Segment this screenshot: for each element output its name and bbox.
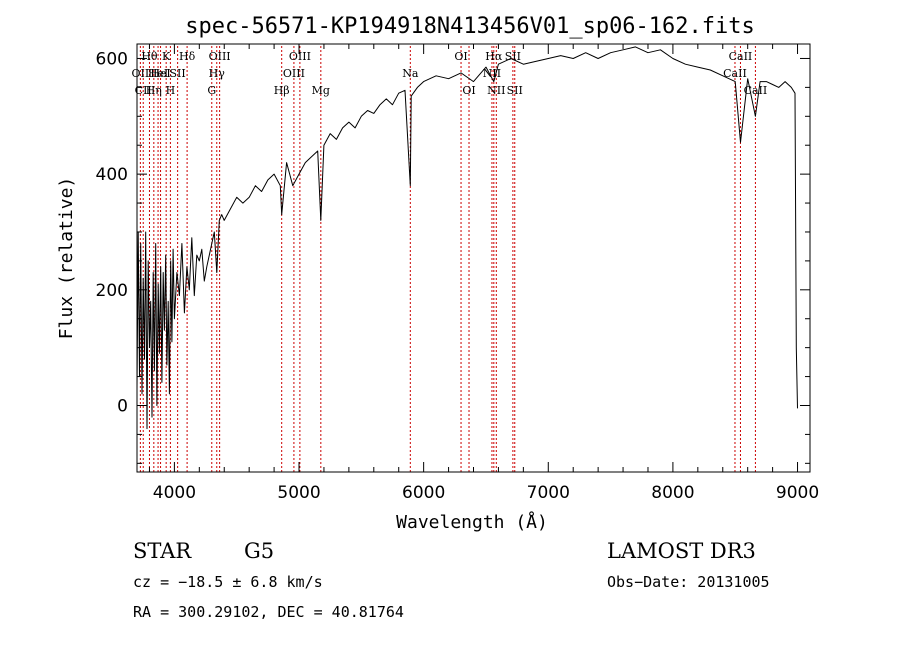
survey-name: LAMOST DR3: [607, 539, 756, 563]
line-label-26: CaII: [729, 50, 753, 63]
y-tick-label: 600: [96, 49, 128, 69]
x-tick-label: 4000: [153, 483, 196, 503]
line-label-17: Na: [402, 67, 419, 80]
line-label-8: SII: [170, 67, 186, 80]
line-label-5: HeI: [150, 67, 170, 80]
x-tick-label: 8000: [651, 483, 694, 503]
line-label-19: OI: [462, 84, 475, 97]
line-label-10: G: [207, 84, 216, 97]
line-label-0: OII: [132, 67, 150, 80]
line-label-2: Hθ: [141, 50, 158, 63]
line-label-22: NII: [487, 84, 505, 97]
y-tick-label: 0: [117, 396, 128, 416]
line-label-3: Hη: [146, 84, 162, 97]
line-label-12: OIII: [209, 50, 231, 63]
x-axis: 4000 5000 6000 7000 8000 9000: [148, 44, 819, 503]
y-tick-label: 400: [96, 165, 128, 185]
line-label-24: SII: [507, 84, 523, 97]
x-tick-label: 9000: [776, 483, 819, 503]
y-axis-label: Flux (relative): [56, 177, 77, 340]
line-label-9: Hδ: [179, 50, 196, 63]
obs-date: Obs−Date: 20131005: [607, 573, 770, 591]
x-axis-label: Wavelength (Å): [396, 511, 548, 533]
line-label-15: OIII: [289, 50, 311, 63]
object-class: STAR: [133, 539, 192, 563]
line-label-21: Hα: [485, 50, 503, 63]
x-tick-label: 6000: [402, 483, 445, 503]
plot-frame: [136, 43, 811, 473]
line-label-13: Hβ: [274, 84, 290, 97]
chart-title: spec-56571-KP194918N413456V01_sp06-162.f…: [185, 14, 755, 39]
spectral-line-markers: [139, 46, 756, 472]
line-label-6: K: [162, 50, 171, 63]
line-label-4: HeI: [148, 67, 168, 80]
redshift-readout: cz = −18.5 ± 6.8 km/s: [133, 573, 323, 591]
x-tick-label: 7000: [527, 483, 570, 503]
y-tick-label: 200: [96, 281, 128, 301]
spectral-subclass: G5: [244, 539, 275, 563]
spectral-line-labels: OIICIIHθHηHeIHeIKHSIIHδGHγOIIIHβOIIIOIII…: [132, 50, 768, 97]
line-label-14: OIII: [283, 67, 305, 80]
line-label-23: SII: [505, 50, 521, 63]
line-label-25: CaII: [723, 67, 747, 80]
line-label-18: OI: [454, 50, 467, 63]
line-label-16: Mg: [312, 84, 330, 97]
line-label-11: Hγ: [209, 67, 226, 80]
line-label-7: H: [166, 84, 176, 97]
coordinates: RA = 300.29102, DEC = 40.81764: [133, 603, 404, 621]
x-tick-label: 5000: [277, 483, 320, 503]
y-axis: 0 200 400 600: [96, 49, 810, 464]
flux-line: [136, 46, 798, 430]
